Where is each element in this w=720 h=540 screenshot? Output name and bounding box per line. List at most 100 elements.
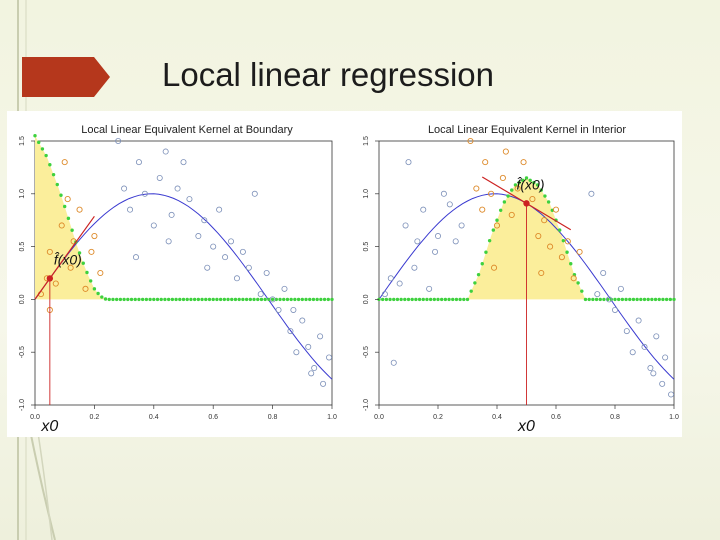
kernel-weight-point [395,297,400,302]
kernel-weight-point [296,297,301,302]
kernel-weight-point [85,270,89,275]
x-tick-label: 0.6 [208,414,218,421]
kernel-weight-point [672,297,676,302]
kernel-weight-points [33,134,334,302]
chart-title: Local Linear Equivalent Kernel at Bounda… [81,124,293,136]
kernel-weight-point [204,297,208,302]
kernel-weight-point [535,183,540,187]
kernel-weight-point [458,297,462,302]
kernel-weight-point [133,297,137,302]
kernel-weight-point [594,297,599,302]
kernel-weight-point [185,297,189,302]
data-point-inside [520,159,527,166]
data-point-outside [320,380,327,387]
data-point-outside [317,333,324,340]
slide-title: Local linear regression [162,56,495,93]
kernel-weight-point [513,183,518,187]
fitted-point [523,200,530,207]
data-point-inside [490,264,498,271]
kernel-weight-point [40,147,45,151]
data-point-inside [541,217,548,224]
kernel-weight-point [664,297,669,302]
kernel-weight-point [583,297,588,302]
data-point-outside [650,370,657,377]
kernel-weight-point [178,297,182,302]
kernel-weight-point [77,251,82,255]
kernel-weight-point [462,297,466,302]
y-tick-label: 1.5 [19,136,26,146]
kernel-weight-point [59,193,63,197]
kernel-weight-point [580,289,584,293]
kernel-weight-point [233,297,238,302]
kernel-weight-point [417,297,422,302]
kernel-weight-point [628,297,632,302]
kernel-weight-point [510,188,514,192]
kernel-weight-point [37,140,41,145]
data-point-outside [127,206,134,213]
kernel-weight-point [657,297,661,302]
kernel-weight-point [166,297,171,302]
kernel-weight-point [557,228,562,232]
kernel-weight-point [107,297,111,302]
kernel-weight-point [278,297,282,302]
kernel-weight-point [613,297,617,302]
data-point-outside [180,159,187,166]
kernel-weight-point [591,297,595,302]
data-points-inside [467,137,583,282]
data-point-outside [121,185,128,192]
kernel-weight-point [118,297,123,302]
kernel-weight-point [252,297,256,302]
kernel-weight-point [428,297,433,302]
chart-title: Local Linear Equivalent Kernel in Interi… [428,124,626,136]
data-point-inside [552,206,560,213]
y-tick-label: 1.0 [19,189,26,199]
target-x-label: x0 [40,418,58,435]
kernel-weight-point [502,200,507,204]
kernel-weight-point [70,228,74,232]
kernel-weight-point [222,297,227,302]
kernel-weight-point [55,182,59,187]
x-tick-label: 0.2 [90,414,100,421]
kernel-weight-point [388,297,392,302]
data-point-outside [186,196,193,203]
data-point-inside [564,238,571,245]
kernel-weight-point [546,200,551,204]
kernel-weight-point [293,297,297,302]
kernel-weight-points [377,176,676,302]
data-point-outside [440,190,447,197]
true-function-curve [34,193,333,380]
data-point-inside [502,148,509,155]
kernel-weight-point [565,250,569,254]
kernel-weight-point [473,281,477,285]
y-tick-label: 0.0 [19,294,26,304]
y-tick-label: -0.5 [363,346,370,358]
data-point-outside [156,174,163,181]
data-point-outside [434,233,441,240]
kernel-weight-point [543,194,547,198]
kernel-weight-point [230,297,234,302]
kernel-weight-point [211,297,215,302]
kernel-weight-point [480,262,484,266]
kernel-weight-point [439,297,444,302]
data-point-outside [293,349,300,356]
data-point-outside [115,137,122,144]
data-point-inside [547,243,554,250]
kernel-weight-point [192,297,197,302]
data-point-inside [570,275,577,282]
kernel-weight-point [465,297,470,302]
kernel-weight-point [495,218,499,222]
kernel-weight-point [248,297,253,302]
kernel-weight-point [653,297,658,302]
kernel-weight-point [189,297,193,302]
data-point-outside [390,359,397,366]
data-point-outside [600,269,607,276]
kernel-weight-point [66,216,71,221]
x-tick-label: 1.0 [669,414,679,421]
data-point-inside [67,264,74,271]
kernel-weight-point [602,297,606,302]
kernel-weight-point [524,176,529,180]
kernel-weight-point [100,295,104,299]
data-point-outside [662,354,669,361]
kernel-weight-point [421,297,425,302]
kernel-weight-point [218,297,223,302]
